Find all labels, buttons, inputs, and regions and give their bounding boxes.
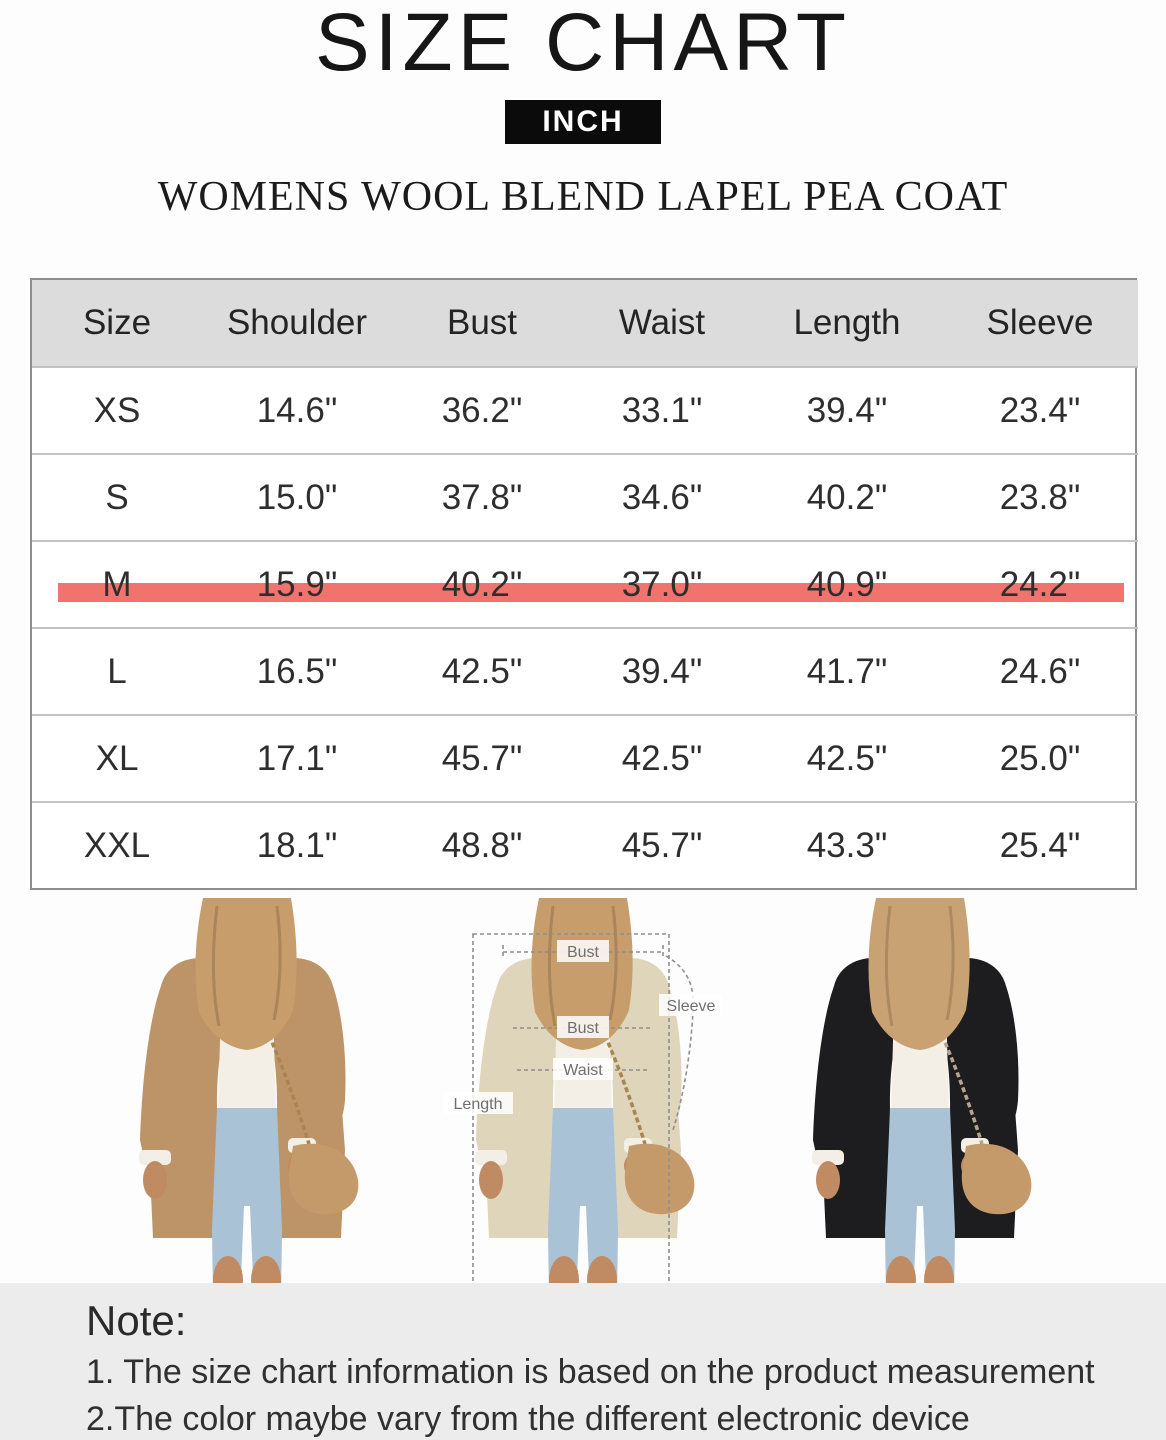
size-table-grid: Size Shoulder Bust Waist Length Sleeve X… <box>32 280 1138 889</box>
size-cell: XL <box>32 714 202 803</box>
bag-strap <box>909 969 984 1145</box>
measurement-cell: 40.9" <box>752 540 942 629</box>
measurement-cell: 24.6" <box>942 627 1138 716</box>
measurement-cell: 33.1" <box>572 366 752 455</box>
measurement-cell: 23.8" <box>942 453 1138 542</box>
size-cell: L <box>32 627 202 716</box>
bag-strap <box>236 969 311 1145</box>
table-row-xl: XL 17.1" 45.7" 42.5" 42.5" 25.0" <box>32 714 1138 803</box>
note-heading: Note: <box>86 1297 187 1344</box>
measure-label-sleeve: Sleeve <box>667 998 716 1015</box>
measurement-cell: 39.4" <box>572 627 752 716</box>
page-title: SIZE CHART <box>315 0 851 88</box>
model-black-coat-image <box>811 898 1031 1303</box>
size-cell: XXL <box>32 801 202 889</box>
jeans <box>884 1108 955 1303</box>
hair <box>195 898 297 1051</box>
jeans <box>548 1108 618 1303</box>
measurement-cell: 18.1" <box>202 801 392 889</box>
note-line-1: 1. The size chart information is based o… <box>86 1353 1095 1392</box>
hair <box>868 898 970 1051</box>
col-header-waist: Waist <box>618 303 706 343</box>
measure-label-waist: Waist <box>563 1062 603 1079</box>
measurement-cell: 17.1" <box>202 714 392 803</box>
unit-badge: INCH <box>505 100 661 144</box>
product-subtitle: WOMENS WOOL BLEND LAPEL PEA COAT <box>157 174 1009 220</box>
size-cell: M <box>32 540 202 629</box>
col-header-bust: Bust <box>446 303 518 343</box>
table-row-xs: XS 14.6" 36.2" 33.1" 39.4" 23.4" <box>32 366 1138 455</box>
size-cell: XS <box>32 366 202 455</box>
measurement-cell: 40.2" <box>752 453 942 542</box>
note-line-2: 2.The color maybe vary from the differen… <box>86 1400 970 1439</box>
size-table: Size Shoulder Bust Waist Length Sleeve X… <box>30 278 1138 891</box>
crossbody-bag <box>961 1143 1031 1215</box>
size-cell: S <box>32 453 202 542</box>
table-row-m: M 15.9" 40.2" 37.0" 40.9" 24.2" <box>32 540 1138 629</box>
bag-strap <box>573 969 647 1145</box>
measurement-cell: 39.4" <box>752 366 942 455</box>
measurement-cell: 16.5" <box>202 627 392 716</box>
table-header-row: Size Shoulder Bust Waist Length Sleeve <box>32 280 1138 368</box>
measurement-cell: 37.0" <box>572 540 752 629</box>
measurement-cell: 25.4" <box>942 801 1138 889</box>
measurement-cell: 14.6" <box>202 366 392 455</box>
col-header-size: Size <box>82 303 152 343</box>
measure-label-length: Length <box>454 1096 503 1113</box>
measurement-cell: 23.4" <box>942 366 1138 455</box>
measurement-cell: 34.6" <box>572 453 752 542</box>
measurement-cell: 24.2" <box>942 540 1138 629</box>
measurement-labels: Bust Bust Waist Length Sleeve <box>443 940 723 1115</box>
measurement-cell: 48.8" <box>392 801 572 889</box>
hair <box>531 898 633 1051</box>
product-images: Bust Bust Waist Length Sleeve <box>0 898 1166 1303</box>
measurement-cell: 15.0" <box>202 453 392 542</box>
crossbody-bag <box>288 1143 358 1215</box>
measurement-cell: 43.3" <box>752 801 942 889</box>
measurement-cell: 42.5" <box>392 627 572 716</box>
table-row-l: L 16.5" 42.5" 39.4" 41.7" 24.6" <box>32 627 1138 716</box>
model-measurement-guide-image: Bust Bust Waist Length Sleeve <box>443 898 723 1303</box>
note-section: Note: 1. The size chart information is b… <box>0 1283 1166 1440</box>
measure-label-bust: Bust <box>567 1020 600 1037</box>
measurement-cell: 37.8" <box>392 453 572 542</box>
sleeve-guide-line <box>665 955 695 1131</box>
measurement-cell: 15.9" <box>202 540 392 629</box>
table-row-s: S 15.0" 37.8" 34.6" 40.2" 23.8" <box>32 453 1138 542</box>
col-header-sleeve: Sleeve <box>986 303 1094 343</box>
measure-label-top-bust: Bust <box>567 944 600 961</box>
guide-ticks <box>502 945 664 960</box>
table-row-xxl: XXL 18.1" 48.8" 45.7" 43.3" 25.4" <box>32 801 1138 889</box>
measurement-cell: 42.5" <box>752 714 942 803</box>
jeans <box>211 1108 282 1303</box>
measurement-cell: 41.7" <box>752 627 942 716</box>
col-header-shoulder: Shoulder <box>226 303 368 343</box>
measurement-cell: 36.2" <box>392 366 572 455</box>
model-camel-coat-image <box>138 898 358 1303</box>
col-header-length: Length <box>793 303 901 343</box>
measurement-cell: 42.5" <box>572 714 752 803</box>
crossbody-bag <box>624 1143 695 1215</box>
measurement-cell: 45.7" <box>392 714 572 803</box>
measurement-cell: 40.2" <box>392 540 572 629</box>
measurement-cell: 45.7" <box>572 801 752 889</box>
measurement-cell: 25.0" <box>942 714 1138 803</box>
